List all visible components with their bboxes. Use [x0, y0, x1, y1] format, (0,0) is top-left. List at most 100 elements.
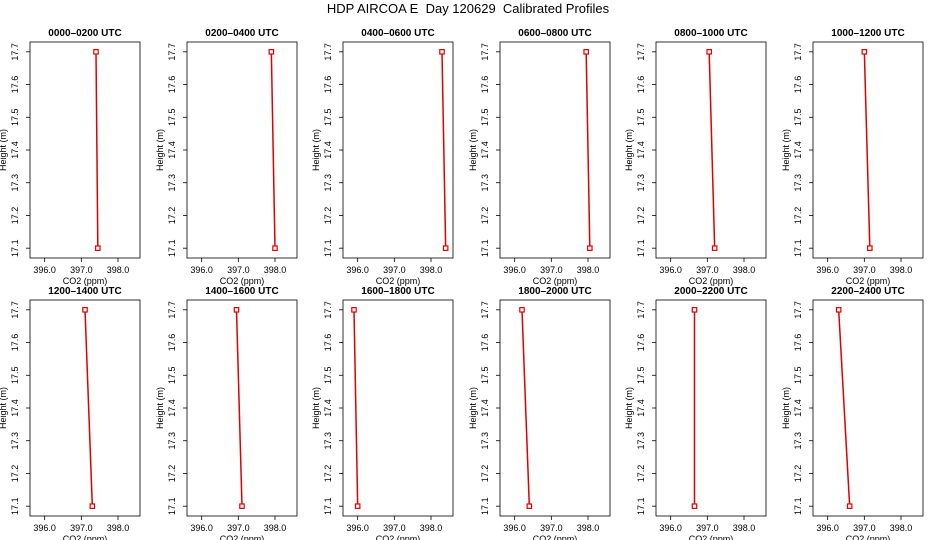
- x-tick-label: 396.0: [346, 265, 369, 275]
- profile-line: [235, 309, 243, 507]
- y-tick-label: 17.6: [323, 76, 333, 94]
- x-tick-label: 397.0: [227, 265, 250, 275]
- y-tick-label: 17.3: [636, 432, 646, 450]
- x-tick-label: 396.0: [190, 265, 213, 275]
- x-tick-label: 397.0: [696, 265, 719, 275]
- x-tick-label: 397.0: [853, 265, 876, 275]
- profile-line: [708, 51, 716, 249]
- y-tick-label: 17.7: [10, 43, 20, 61]
- y-tick-label: 17.7: [167, 43, 177, 61]
- x-tick-label: 398.0: [420, 523, 443, 533]
- y-tick-label: 17.5: [480, 367, 490, 385]
- data-point: [351, 307, 357, 313]
- y-axis-label: Height (m): [468, 129, 478, 171]
- y-tick-label: 17.4: [636, 399, 646, 417]
- y-tick-label: 17.2: [793, 465, 803, 483]
- y-tick-label: 17.2: [167, 207, 177, 225]
- x-tick-label: 397.0: [70, 523, 93, 533]
- x-tick-label: 398.0: [733, 265, 756, 275]
- profile-line: [441, 51, 447, 249]
- profile-line: [84, 309, 94, 507]
- x-tick-label: 397.0: [696, 523, 719, 533]
- y-tick-label: 17.6: [636, 334, 646, 352]
- y-tick-label: 17.6: [10, 334, 20, 352]
- y-tick-label: 17.6: [323, 334, 333, 352]
- x-tick-label: 397.0: [227, 523, 250, 533]
- y-tick-label: 17.3: [167, 432, 177, 450]
- y-tick-label: 17.4: [480, 141, 490, 159]
- y-tick-label: 17.6: [793, 76, 803, 94]
- y-tick-label: 17.4: [323, 399, 333, 417]
- y-tick-label: 17.3: [480, 432, 490, 450]
- figure-title: HDP AIRCOA E Day 120629 Calibrated Profi…: [326, 1, 610, 16]
- y-tick-label: 17.6: [10, 76, 20, 94]
- y-tick-label: 17.1: [323, 497, 333, 515]
- y-tick-label: 17.2: [480, 207, 490, 225]
- y-tick-label: 17.7: [480, 43, 490, 61]
- data-point: [835, 307, 842, 313]
- y-tick-label: 17.7: [480, 301, 490, 319]
- x-tick-label: 397.0: [540, 523, 563, 533]
- plot-frame: [499, 299, 611, 517]
- data-point: [691, 307, 698, 313]
- panel-title: 0400–0600 UTC: [361, 28, 434, 39]
- y-tick-label: 17.4: [167, 141, 177, 159]
- data-point: [706, 49, 712, 55]
- data-point: [867, 245, 873, 251]
- y-tick-label: 17.5: [167, 109, 177, 127]
- x-tick-label: 396.0: [33, 265, 56, 275]
- y-tick-label: 17.4: [10, 141, 20, 159]
- x-axis-label: CO2 (ppm): [533, 534, 578, 540]
- data-point: [526, 503, 533, 509]
- y-tick-label: 17.3: [323, 432, 333, 450]
- y-tick-label: 17.3: [636, 174, 646, 192]
- y-tick-label: 17.6: [480, 334, 490, 352]
- panel-title: 1000–1200 UTC: [831, 28, 904, 39]
- y-tick-label: 17.7: [636, 301, 646, 319]
- panel-title: 1200–1400 UTC: [48, 286, 121, 297]
- x-tick-label: 398.0: [264, 523, 287, 533]
- y-tick-label: 17.1: [323, 239, 333, 257]
- plot-frame: [499, 41, 611, 259]
- profile-line: [863, 51, 871, 249]
- y-tick-label: 17.1: [480, 497, 490, 515]
- y-tick-label: 17.1: [636, 239, 646, 257]
- x-tick-label: 398.0: [264, 265, 287, 275]
- y-axis-label: Height (m): [311, 387, 321, 429]
- y-tick-label: 17.1: [480, 239, 490, 257]
- y-tick-label: 17.6: [793, 334, 803, 352]
- x-tick-label: 396.0: [33, 523, 56, 533]
- y-tick-label: 17.3: [10, 174, 20, 192]
- plot-frame: [655, 41, 767, 259]
- data-point: [439, 49, 445, 55]
- plot-frame: [29, 299, 141, 517]
- y-tick-label: 17.3: [323, 174, 333, 192]
- y-tick-label: 17.2: [167, 465, 177, 483]
- plot-frame: [186, 41, 298, 259]
- y-tick-label: 17.7: [10, 301, 20, 319]
- data-point: [239, 503, 245, 509]
- panel-title: 2200–2400 UTC: [831, 286, 904, 297]
- plot-frame: [342, 41, 454, 259]
- panel-title: 1800–2000 UTC: [518, 286, 591, 297]
- plot-frame: [29, 41, 141, 259]
- profile-line: [837, 309, 851, 507]
- x-tick-label: 396.0: [659, 523, 682, 533]
- y-tick-label: 17.3: [793, 174, 803, 192]
- y-tick-label: 17.5: [10, 109, 20, 127]
- panel-title: 2000–2200 UTC: [674, 286, 747, 297]
- x-tick-label: 398.0: [577, 265, 600, 275]
- data-point: [82, 307, 88, 313]
- y-tick-label: 17.2: [793, 207, 803, 225]
- data-point: [846, 503, 853, 509]
- data-point: [268, 49, 275, 55]
- x-tick-label: 398.0: [890, 523, 913, 533]
- profile-line: [95, 51, 99, 249]
- y-axis-label: Height (m): [0, 129, 8, 171]
